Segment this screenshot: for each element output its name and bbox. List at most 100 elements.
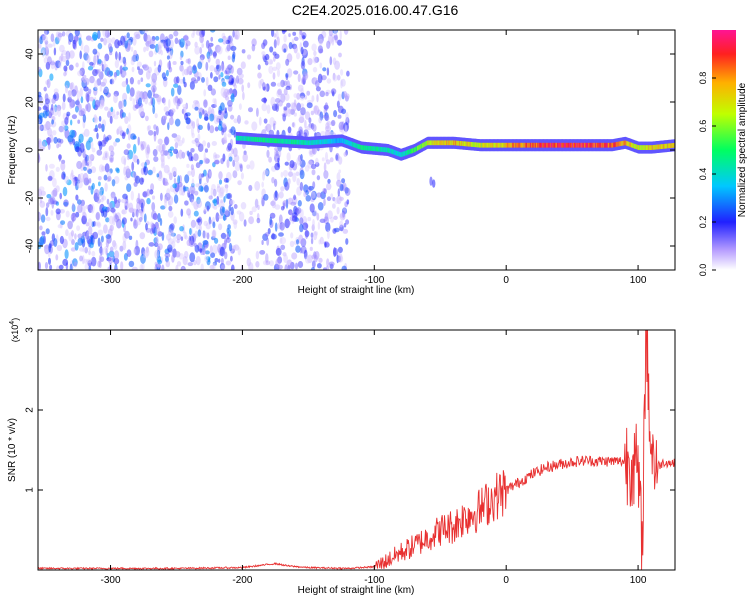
spectrogram-cell [155, 35, 160, 41]
spectrogram-cell [342, 91, 348, 98]
spectrogram-cell [338, 255, 341, 263]
spectrogram-cell [281, 30, 288, 33]
spectrogram-cell [372, 146, 374, 152]
spectrogram-cell [426, 140, 428, 146]
spectrogram-cell [286, 102, 291, 108]
spectrogram-cell [409, 149, 411, 155]
spectrogram-cell [515, 142, 517, 148]
spectrogram-cell [173, 83, 179, 88]
spectrogram-cell [190, 148, 195, 153]
spectrogram-cell [274, 204, 281, 210]
spectrogram-cell [146, 144, 150, 154]
spectrogram-cell [202, 109, 205, 115]
spectrogram-cell [599, 142, 601, 148]
spectrogram-cell [71, 169, 74, 178]
spectrogram-cell [193, 153, 199, 162]
spectrogram-cell [237, 77, 244, 85]
spectrogram-cell [40, 190, 46, 196]
spectrogram-cell [311, 224, 315, 232]
spectrogram-cell [346, 70, 350, 77]
spectrogram-cell [206, 205, 210, 212]
spectrogram-cell [399, 152, 401, 157]
colorbar-gradient [712, 30, 736, 270]
spectrogram-cell [203, 99, 208, 108]
colorbar-tick-label: 0.6 [698, 120, 708, 133]
spectrogram-cell [221, 77, 225, 83]
spectrogram-cell [181, 137, 185, 144]
spectrogram-cell [318, 239, 322, 245]
spectrogram-cell [508, 142, 510, 148]
spectrogram-cell [94, 69, 100, 74]
spectrogram-cell [164, 252, 171, 258]
spectrogram-cell [40, 214, 46, 223]
spectrogram-cell [40, 47, 46, 56]
spectrogram-cell [208, 219, 213, 224]
spectrogram-cell [428, 140, 430, 146]
spectrogram-cell [88, 154, 95, 159]
spectrogram-cell [378, 146, 380, 152]
spectrogram-cell [262, 171, 265, 181]
spectrogram-cell [167, 210, 174, 218]
spectrogram-cell [337, 138, 340, 143]
spectrogram-cell [150, 183, 155, 191]
spectrogram-cell [333, 247, 339, 256]
spectrogram-cell [424, 142, 426, 147]
spectrogram-cell [519, 142, 522, 148]
spectrogram-cell [172, 61, 177, 65]
spectrogram-cell [220, 72, 224, 78]
spectrogram-cell [170, 232, 176, 237]
spectrogram-cell [114, 266, 118, 270]
spectrogram-cell [312, 66, 318, 73]
spectrogram-cell [265, 123, 272, 133]
spectrogram-cell [221, 35, 228, 45]
spectrogram-cell [124, 40, 128, 49]
spectrogram-cell [108, 215, 115, 225]
spectrogram-cell [77, 199, 82, 205]
spectrogram-cell [281, 138, 283, 144]
spectrogram-cell [300, 107, 306, 116]
spectrogram-cell [72, 258, 78, 267]
x-tick-label: -300 [101, 575, 121, 586]
spectrogram-cell [139, 216, 143, 222]
spectrogram-cell [102, 30, 108, 38]
spectrogram-cell [269, 216, 273, 226]
spectrogram-cell [227, 88, 233, 95]
spectrogram-cell [274, 146, 280, 152]
spectrogram-cell [157, 44, 162, 55]
spectrogram-cell [164, 115, 167, 121]
spectrogram-cell [160, 205, 166, 210]
spectrogram-cell [223, 177, 229, 183]
snr-x-label: Height of straight line (km) [298, 585, 415, 596]
spectrogram-cell [659, 144, 661, 150]
spectrogram-cell [88, 185, 91, 191]
spectrogram-cell [584, 142, 586, 148]
spectrogram-cell [338, 169, 342, 174]
spectrogram-cell [448, 140, 450, 146]
spectrogram-cell [102, 209, 108, 218]
spectrogram-cell [332, 30, 338, 34]
spectrogram-cell [414, 147, 416, 152]
spectrogram-cell [224, 208, 229, 216]
snr-y-label: SNR (10 * v/v) [7, 418, 18, 482]
x-tick-label: -200 [232, 575, 252, 586]
spectrogram-cell [326, 40, 331, 49]
spectrogram-cell [311, 95, 315, 102]
spectrogram-cell [522, 142, 524, 148]
spectrogram-cell [38, 186, 45, 192]
spectrogram-cell [628, 141, 630, 147]
spectrogram-cell [413, 147, 416, 153]
spectrogram-cell [232, 159, 236, 167]
spectrogram-cell [210, 88, 216, 96]
spectrogram-cell [462, 141, 465, 147]
spectrogram-cell [190, 164, 194, 171]
spectrogram-cell [563, 142, 565, 148]
spectrogram-cell [564, 142, 566, 148]
spectrogram-cell [338, 156, 343, 165]
spectrogram-cell [165, 260, 171, 268]
spectrogram-cell [441, 140, 443, 146]
spectrogram-cell [86, 258, 93, 264]
spectrogram-cell [128, 112, 131, 122]
spectrogram-cell [195, 183, 200, 188]
spectrogram-cell [114, 39, 120, 49]
